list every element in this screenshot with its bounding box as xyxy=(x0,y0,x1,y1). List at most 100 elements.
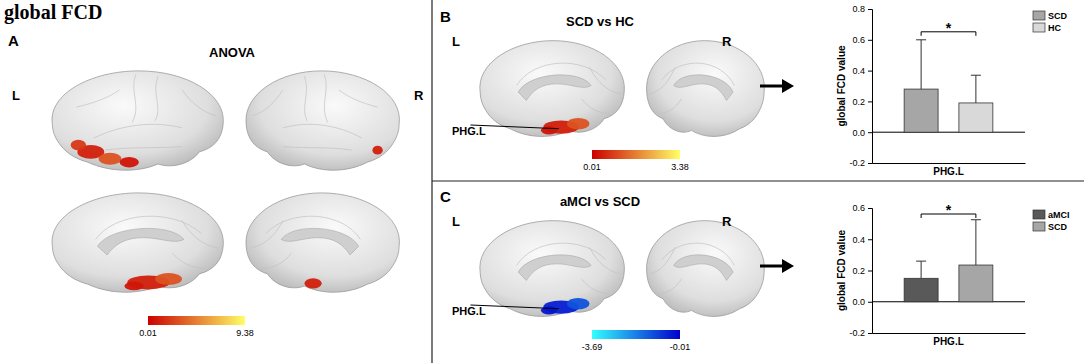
y-tick: -0.2 xyxy=(849,158,872,168)
tick-mark xyxy=(868,101,872,102)
colorbar xyxy=(592,150,680,159)
brain-surface xyxy=(246,193,399,292)
x-tick: PHG.L xyxy=(933,163,964,177)
sulcus xyxy=(662,243,735,265)
tick-mark xyxy=(868,333,872,334)
activation-cluster xyxy=(155,273,182,285)
sulcus xyxy=(250,220,283,248)
arrow xyxy=(760,265,784,268)
y-axis: -0.20.00.20.40.6 xyxy=(849,203,872,338)
legend-label: aMCI xyxy=(1048,210,1070,220)
sulcus xyxy=(283,147,352,150)
tick-label: 0.2 xyxy=(852,97,865,107)
legend-label: SCD xyxy=(1048,222,1068,232)
significance-marker: * xyxy=(946,202,952,218)
legend-swatch xyxy=(1033,210,1045,219)
sulcus xyxy=(662,63,735,85)
colorbar-tick-label: 0.01 xyxy=(583,162,601,172)
error-bar xyxy=(921,261,922,278)
brain-outline xyxy=(52,71,223,170)
activation-cluster xyxy=(98,153,121,165)
brain-outline xyxy=(647,41,765,137)
activation-cluster xyxy=(567,118,590,130)
tick-mark xyxy=(868,302,872,303)
corpus-callosum xyxy=(98,228,184,255)
colorbar-tick-label: 0.01 xyxy=(139,328,157,338)
corpus-callosum xyxy=(674,255,733,281)
activation-cluster xyxy=(120,157,139,167)
sulcus xyxy=(182,220,218,248)
significance-marker: * xyxy=(946,20,952,36)
panel-label: B xyxy=(440,8,451,25)
brain-surface xyxy=(647,221,765,317)
y-tick: 0.2 xyxy=(852,97,872,107)
sulcus xyxy=(659,279,682,294)
legend-swatch xyxy=(1033,11,1045,20)
tick-label: -0.2 xyxy=(849,158,865,168)
y-tick: -0.2 xyxy=(849,328,872,338)
hemisphere-label: R xyxy=(722,34,732,49)
y-axis-title: global FCD value xyxy=(836,230,847,312)
sulcus xyxy=(590,247,621,274)
legend-label: SCD xyxy=(1048,11,1068,21)
legend-swatch xyxy=(1033,222,1045,231)
brain-map-panel: BSCD vs HCLRPHG.L0.013.38 xyxy=(440,8,764,172)
activation-cluster xyxy=(305,278,322,288)
sulcus xyxy=(155,76,158,121)
corpus-callosum xyxy=(518,255,591,281)
hemisphere-label: L xyxy=(452,34,460,49)
brain-outline xyxy=(480,41,625,137)
activation-cluster xyxy=(567,298,590,310)
y-tick: 0.4 xyxy=(852,235,872,245)
hemisphere-label: R xyxy=(722,214,732,229)
sulcus xyxy=(283,124,362,138)
tick-mark xyxy=(868,9,872,10)
tick-label: 0.6 xyxy=(852,35,865,45)
tick-label: 0.4 xyxy=(852,66,865,76)
y-tick: 0.0 xyxy=(852,297,872,307)
y-axis: -0.20.00.20.40.60.8 xyxy=(849,4,872,168)
activation-cluster xyxy=(541,126,557,134)
hemisphere-label: L xyxy=(452,214,460,229)
panel-label: A xyxy=(8,32,19,49)
baseline xyxy=(872,132,1025,133)
arrow-head xyxy=(782,79,794,93)
error-cap xyxy=(971,75,981,76)
corpus-callosum xyxy=(281,228,358,255)
colorbar-tick-label: -0.01 xyxy=(670,342,691,352)
sulcus xyxy=(339,90,378,107)
corpus-callosum xyxy=(518,75,591,101)
brain-surface xyxy=(647,41,765,137)
sulcus xyxy=(581,279,609,294)
leader-line xyxy=(470,125,558,129)
sulcus xyxy=(590,67,621,94)
sulcus xyxy=(650,67,675,94)
brain-outline xyxy=(52,193,223,292)
x-axis: PHG.L xyxy=(873,163,1026,177)
bar xyxy=(959,265,993,302)
sulcus xyxy=(182,90,216,116)
error-bar xyxy=(921,40,922,89)
brain-map-panel: CaMCI vs SCDLRPHG.L-3.69-0.01 xyxy=(440,188,764,352)
bar xyxy=(959,103,993,132)
corpus-callosum xyxy=(674,75,733,101)
legend-label: HC xyxy=(1048,23,1061,33)
tick-label: -0.2 xyxy=(849,328,865,338)
brain-surface xyxy=(52,71,223,170)
arrow-head xyxy=(782,259,794,273)
leader-line xyxy=(470,305,558,309)
hemisphere-label: L xyxy=(12,88,20,103)
bar-chart: -0.20.00.20.40.60.8PHG.Lglobal FCD value… xyxy=(760,4,1068,177)
brain-outline xyxy=(647,221,765,317)
sulcus xyxy=(305,76,308,121)
activation-cluster xyxy=(541,306,557,314)
brain-outline xyxy=(246,193,399,292)
sulcus xyxy=(324,74,327,122)
axis-line xyxy=(868,10,873,164)
sulcus xyxy=(96,216,202,239)
bar xyxy=(904,89,938,132)
error-cap xyxy=(971,219,981,220)
error-bar xyxy=(975,220,976,265)
brain-surface xyxy=(52,193,223,292)
tick-mark xyxy=(868,239,872,240)
